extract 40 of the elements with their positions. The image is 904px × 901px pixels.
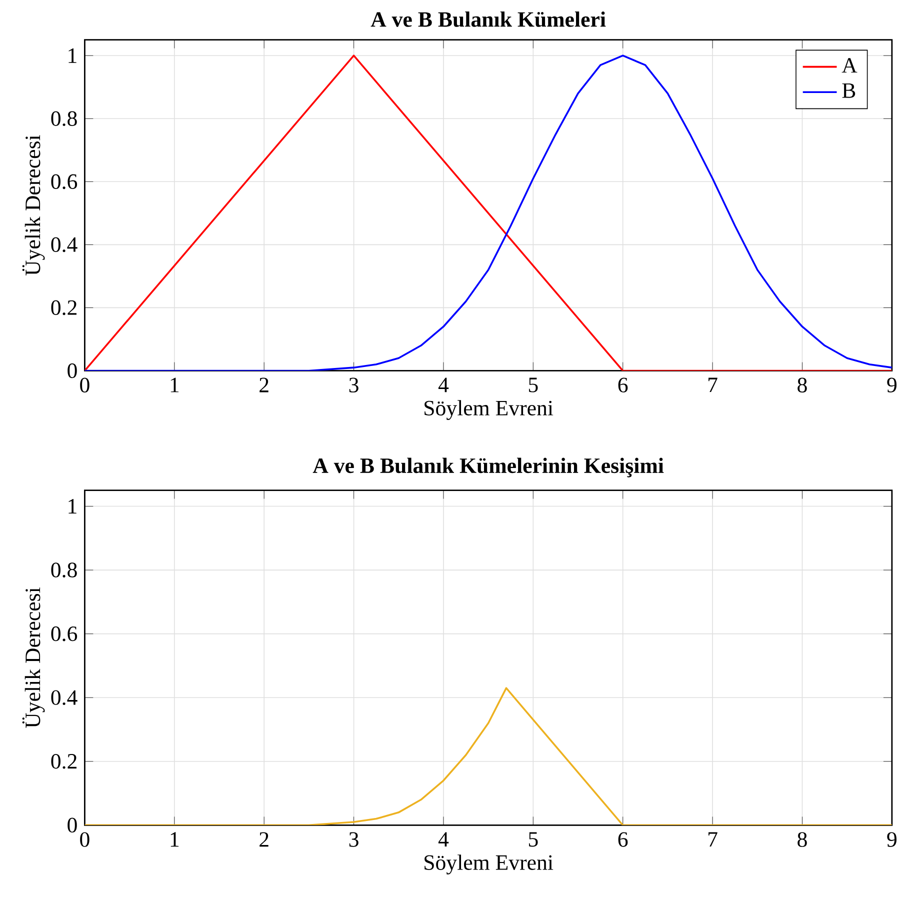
x-tick-label: 0 [80,832,90,847]
x-tick-label: 2 [260,378,268,392]
y-tick-label: 1 [68,48,76,63]
legend-label: B [842,84,856,98]
y-tick-label: 0.6 [51,626,78,642]
x-tick-label: 6 [618,832,628,847]
y-axis-title: Üyelik Derecesi [22,588,45,728]
x-tick-label: 7 [708,832,718,847]
x-tick-label: 8 [798,378,807,393]
x-tick-label: 6 [618,378,628,392]
y-tick-label: 0.2 [51,300,76,316]
y-tick-label: 0.4 [51,690,78,706]
x-tick-label: 5 [528,832,538,847]
x-tick-label: 4 [438,832,449,847]
x-axis-title: Söylem Evreni [424,400,554,420]
x-tick-label: 7 [708,378,718,392]
y-axis-title: Üyelik Derecesi [22,135,45,276]
x-tick-label: 1 [170,832,179,847]
chart-title: A ve B Bulanık Kümelerinin Kesişimi [312,458,664,478]
x-tick-label: 9 [887,378,896,392]
x-tick-label: 2 [260,832,268,847]
y-tick-label: 0 [68,818,77,833]
x-tick-label: 9 [887,832,896,847]
y-tick-label: 0.6 [51,174,78,190]
x-tick-label: 0 [80,378,90,393]
x-tick-label: 3 [349,378,358,392]
x-axis-title: Söylem Evreni [424,854,554,874]
y-tick-label: 0.2 [51,754,76,769]
chart-title: A ve B Bulanık Kümeleri [370,12,606,27]
y-tick-label: 1 [68,499,76,514]
x-tick-label: 3 [349,832,358,847]
x-tick-label: 4 [438,378,449,392]
y-tick-label: 0.4 [51,237,78,252]
x-tick-label: 5 [528,378,538,392]
legend-label: A [842,58,858,73]
x-tick-label: 1 [170,378,179,392]
y-tick-label: 0.8 [51,111,77,126]
y-tick-label: 0 [68,363,77,378]
y-tick-label: 0.8 [51,562,77,578]
x-tick-label: 8 [798,832,807,847]
